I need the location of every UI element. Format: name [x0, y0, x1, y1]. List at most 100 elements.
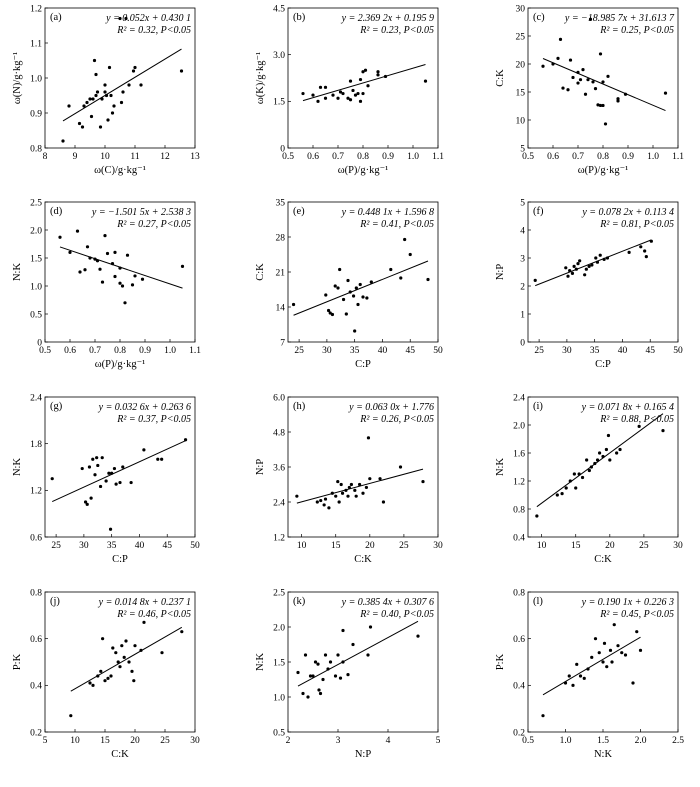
x-axis-label: C:P [355, 359, 371, 370]
x-tick-label: 15 [331, 541, 341, 551]
y-tick-label: 4.8 [273, 428, 285, 438]
x-tick-label: 0.5 [522, 736, 534, 746]
x-tick-label: 40 [135, 541, 145, 551]
x-tick-label: 10 [297, 541, 307, 551]
y-tick-label: 1.8 [30, 440, 42, 450]
data-point [83, 500, 88, 504]
regression-r2: R² = 0.25, P<0.05 [599, 25, 674, 36]
x-tick-label: 1.0 [560, 736, 572, 746]
y-tick-label: 0.8 [30, 144, 42, 154]
x-tick-label: 11 [130, 152, 139, 162]
data-point [180, 630, 184, 634]
data-point [595, 260, 600, 264]
data-point [313, 660, 318, 664]
x-tick-label: 0.5 [282, 152, 294, 162]
panel-j: 5 10 15 20 25 30 0.2 0.4 0.6 0.8 C:K P:K (j) y = 0.01… [12, 588, 200, 760]
y-tick-label: 5 [520, 198, 525, 208]
fit-line [542, 58, 666, 112]
x-tick-label: 2.5 [672, 736, 684, 746]
data-point [89, 496, 93, 500]
data-point [120, 644, 124, 648]
data-point [95, 456, 99, 460]
y-tick-label: 1.0 [30, 282, 42, 292]
data-point [594, 256, 598, 260]
data-point [80, 125, 85, 129]
data-point [330, 491, 334, 495]
data-point [541, 714, 545, 718]
x-tick-label: 25 [160, 736, 170, 746]
x-axis-label: C:P [112, 554, 128, 565]
data-point [575, 662, 579, 666]
data-point [588, 17, 593, 21]
fit-line [536, 413, 664, 508]
data-point [644, 255, 648, 259]
data-point [330, 312, 335, 317]
data-point [638, 648, 643, 652]
plot-frame [527, 201, 679, 343]
data-point [605, 256, 610, 260]
y-tick-label: 1.0 [30, 74, 42, 84]
regression-r2: R² = 0.46, P<0.05 [116, 609, 191, 620]
y-axis-label: P:K [12, 653, 23, 670]
data-point [620, 651, 624, 655]
y-tick-label: 30 [516, 4, 526, 14]
regression-equation: y = 0.052x + 0.430 1 [105, 13, 191, 24]
data-point [334, 494, 338, 498]
y-axis-label: ω(N)/g·kg⁻¹ [12, 52, 23, 104]
x-axis-label: N:P [355, 749, 372, 760]
data-point [94, 93, 98, 98]
data-point [118, 665, 122, 669]
data-point [324, 293, 328, 297]
data-point [366, 653, 370, 657]
x-tick-label: 50 [190, 541, 200, 551]
regression-r2: R² = 0.45, P<0.05 [599, 609, 674, 620]
data-point [319, 498, 323, 503]
data-point [89, 114, 94, 119]
panel-label: (h) [293, 401, 306, 412]
y-tick-label: 1.2 [30, 487, 42, 497]
regression-equation: y = 0.448 1x + 1.596 8 [341, 207, 434, 218]
x-tick-label: 40 [618, 346, 628, 356]
data-point [603, 122, 608, 126]
x-tick-label: 5 [436, 736, 441, 746]
y-tick-label: 0.2 [30, 728, 42, 738]
data-point [383, 74, 388, 79]
y-tick-label: 1.5 [30, 254, 42, 264]
data-point [583, 92, 588, 96]
data-point [133, 274, 137, 278]
y-tick-label: 4 [520, 226, 525, 236]
data-point [361, 70, 365, 74]
data-point [587, 264, 591, 268]
data-point [295, 494, 299, 498]
data-point [301, 691, 305, 696]
data-point [403, 237, 407, 242]
data-point [85, 502, 89, 506]
panel-label: (d) [50, 206, 63, 217]
y-axis-label: C:K [495, 69, 506, 87]
data-point [535, 514, 539, 518]
data-point [118, 16, 122, 21]
data-point [336, 479, 340, 484]
y-tick-label: 2.5 [30, 198, 42, 208]
data-point [586, 667, 590, 671]
data-point [87, 465, 92, 469]
data-point [91, 457, 95, 461]
y-tick-label: 20 [516, 60, 526, 70]
x-tick-label: 0.9 [622, 152, 634, 162]
data-point [344, 488, 348, 492]
data-point [602, 641, 607, 645]
data-point [322, 503, 326, 507]
data-point [627, 250, 631, 254]
y-tick-label: 2.4 [513, 393, 525, 403]
data-point [561, 86, 565, 90]
x-tick-label: 0.8 [357, 152, 369, 162]
data-point [578, 78, 583, 82]
panel-d: 0.5 0.6 0.7 0.8 0.9 1.0 1.100.51.01.52.02.5ω(P… [12, 198, 201, 370]
data-point [568, 479, 572, 483]
data-point [357, 482, 362, 487]
data-point [361, 295, 365, 299]
data-point [361, 491, 365, 495]
y-tick-label: 2.4 [273, 498, 285, 508]
data-point [78, 270, 82, 274]
data-point [133, 65, 137, 70]
